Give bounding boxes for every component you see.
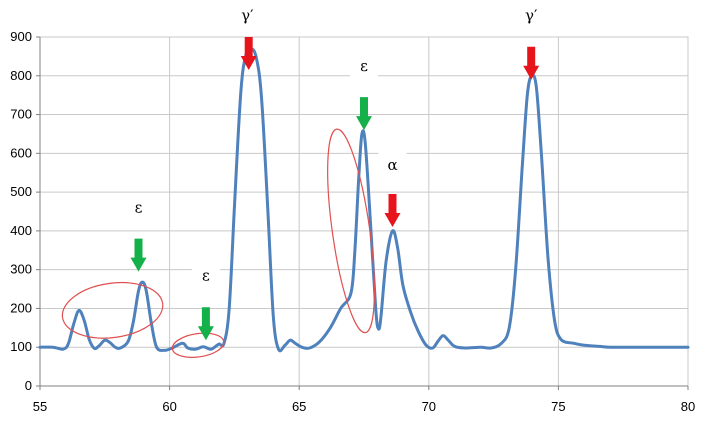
annotation-label-bg: [124, 194, 153, 219]
annotation-label: γ′: [241, 7, 254, 25]
x-tick-label: 75: [551, 399, 565, 414]
y-tick-label: 0: [25, 378, 32, 393]
x-tick-label: 60: [162, 399, 176, 414]
y-tick-label: 500: [10, 184, 32, 199]
annotation-label: γ′: [525, 7, 538, 25]
green-arrow-icon: [197, 307, 214, 341]
x-tick-label: 80: [681, 399, 695, 414]
annotation-label: ε: [202, 266, 210, 284]
highlight-ellipse: [327, 128, 376, 334]
highlight-ellipse: [171, 332, 225, 358]
y-tick-label: 700: [10, 107, 32, 122]
y-tick-label: 200: [10, 300, 32, 315]
red-arrow-icon: [240, 37, 257, 70]
annotation-label: ε: [360, 57, 368, 75]
x-tick-label: 55: [33, 399, 47, 414]
y-tick-label: 400: [10, 223, 32, 238]
annotation-label-bg: [378, 151, 407, 176]
x-tick-label: 70: [422, 399, 436, 414]
highlight-ellipse: [61, 281, 164, 339]
green-arrow-icon: [130, 238, 147, 272]
y-tick-label: 600: [10, 145, 32, 160]
annotation-label-bg: [350, 53, 378, 78]
annotation-label: α: [387, 156, 397, 174]
y-tick-label: 800: [10, 68, 32, 83]
annotation-label-bg: [517, 2, 546, 27]
annotation-label-bg: [191, 262, 220, 287]
green-arrow-icon: [356, 97, 372, 131]
red-arrow-icon: [523, 46, 540, 80]
y-tick-label: 100: [10, 339, 32, 354]
y-tick-label: 300: [10, 262, 32, 277]
red-arrow-icon: [384, 194, 401, 227]
series-line: [38, 46, 690, 353]
annotation-label-bg: [233, 2, 262, 27]
y-tick-label: 900: [10, 29, 32, 44]
annotation-label: ε: [135, 199, 143, 217]
x-tick-label: 65: [292, 399, 306, 414]
